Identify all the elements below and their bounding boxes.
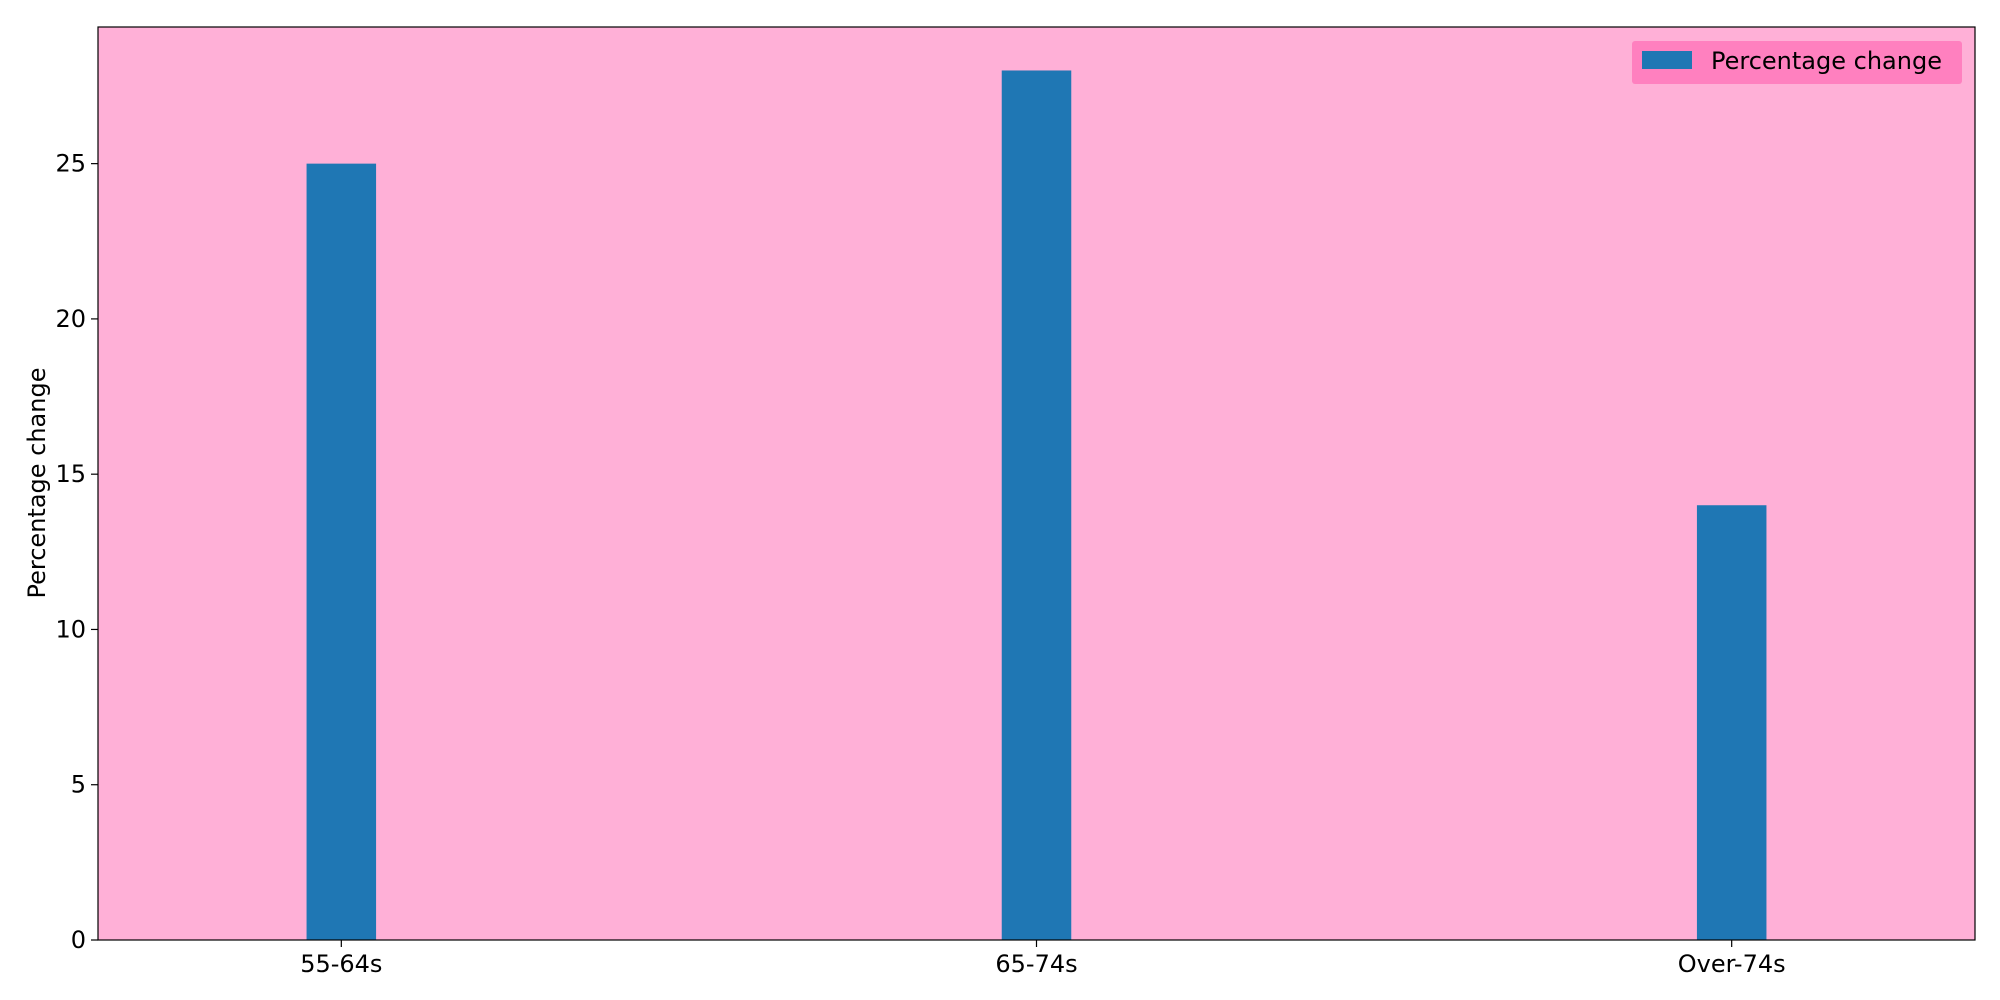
- x-tick-label: 65-74s: [995, 950, 1077, 978]
- legend-label: Percentage change: [1711, 47, 1942, 75]
- y-axis: 0 5 10 15 20 25: [55, 150, 98, 954]
- y-tick-label: 10: [55, 615, 86, 643]
- x-axis: 55-64s 65-74s Over-74s: [300, 940, 1786, 978]
- y-tick-label: 15: [55, 460, 86, 488]
- bar-55-64s: [306, 163, 377, 940]
- x-tick-label: Over-74s: [1678, 950, 1786, 978]
- y-tick-label: 5: [71, 771, 86, 799]
- bar-over-74s: [1696, 505, 1767, 940]
- y-tick-label: 25: [55, 150, 86, 178]
- y-axis-label: Percentage change: [23, 368, 51, 599]
- legend-box: [1632, 41, 1962, 84]
- legend: Percentage change: [1632, 41, 1962, 84]
- bar-65-74s: [1001, 70, 1072, 941]
- legend-swatch: [1642, 51, 1692, 69]
- x-tick-label: 55-64s: [300, 950, 382, 978]
- y-tick-label: 20: [55, 305, 86, 333]
- y-tick-label: 0: [71, 926, 86, 954]
- bars-group: [306, 70, 1767, 941]
